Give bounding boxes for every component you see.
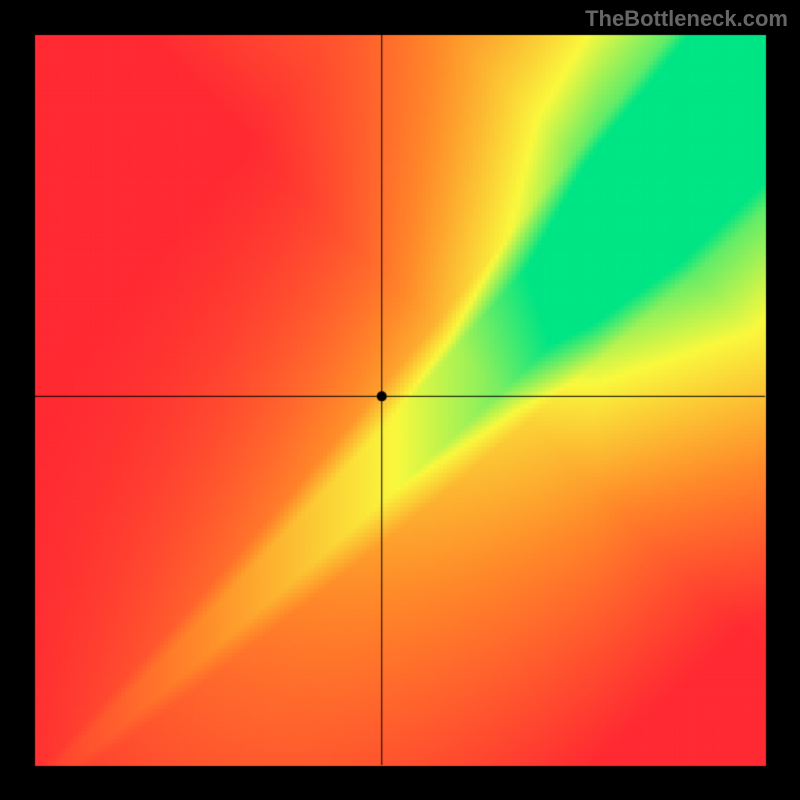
- watermark-text: TheBottleneck.com: [585, 6, 788, 32]
- chart-container: TheBottleneck.com: [0, 0, 800, 800]
- heatmap-canvas: [0, 0, 800, 800]
